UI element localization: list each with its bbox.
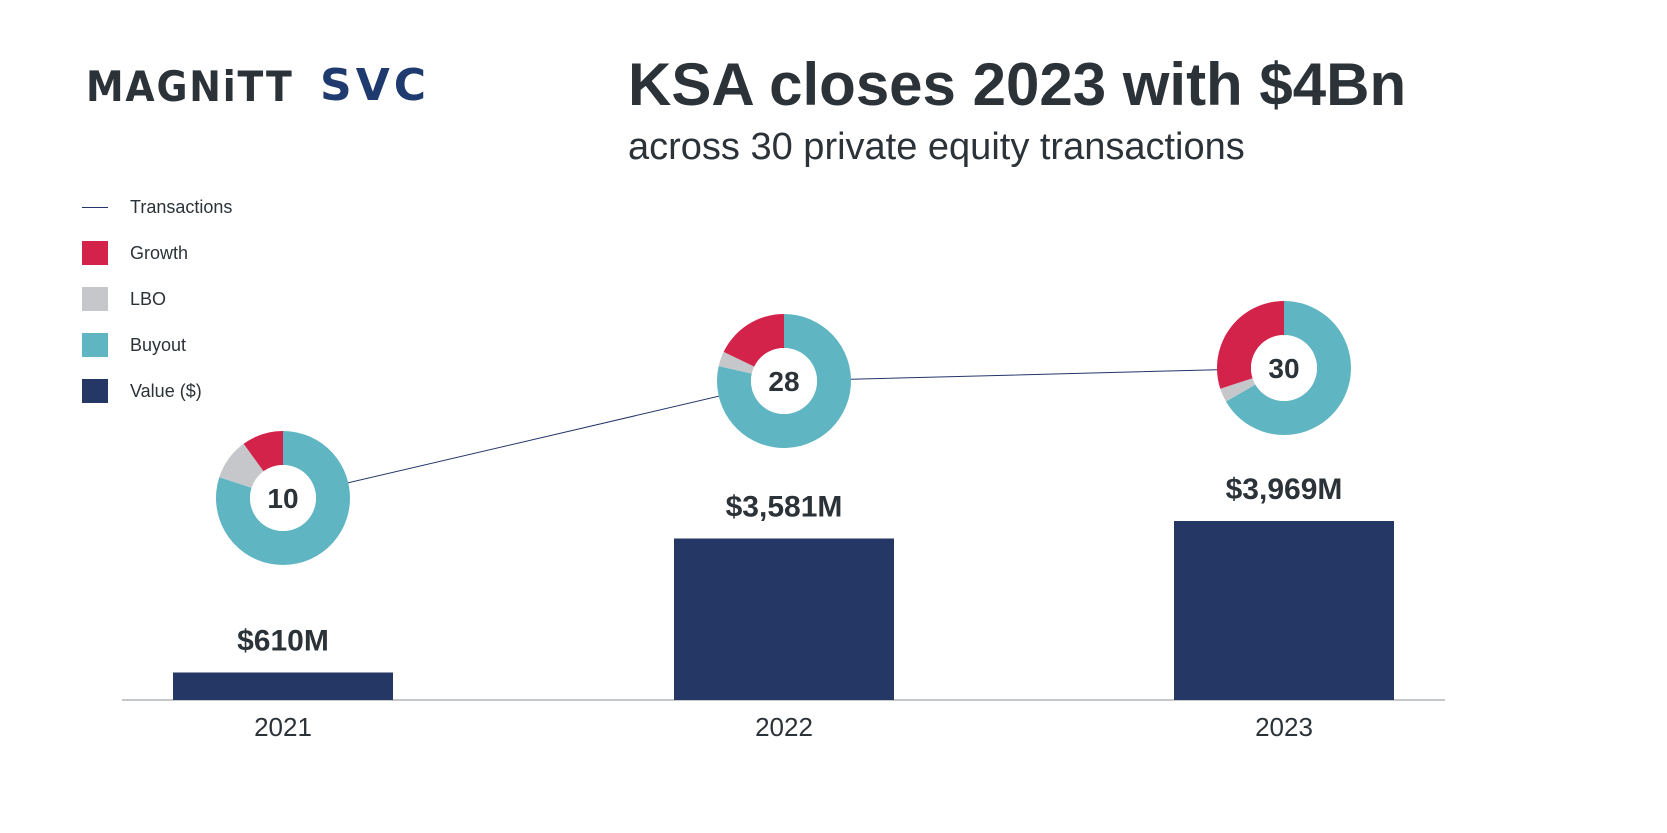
legend-item-value: Value ($) [82, 368, 232, 414]
magnitt-logo: MAGNiTT [86, 62, 294, 111]
transactions-count-label: 30 [1268, 353, 1299, 384]
legend-label: Transactions [130, 196, 233, 217]
bar-2022 [674, 538, 894, 700]
x-tick-label: 2022 [755, 712, 813, 742]
x-tick-label: 2023 [1255, 712, 1313, 742]
legend-item-buyout: Buyout [82, 322, 232, 368]
legend-item-lbo: LBO [82, 276, 232, 322]
donut-slice-buyout [216, 431, 351, 565]
legend-label: Buyout [130, 334, 187, 355]
legend: Transactions Growth LBO Buyout Value ($) [82, 184, 232, 414]
bar-2021 [173, 672, 393, 700]
donut-slice-growth [243, 431, 283, 472]
bar-value-label: $3,581M [726, 490, 843, 523]
legend-label: Growth [130, 242, 189, 263]
bar-2023 [1174, 520, 1394, 700]
legend-swatch [82, 333, 108, 357]
donut-hole [1251, 335, 1317, 401]
svc-logo: SVC [320, 60, 431, 111]
bar-value-label: $610M [237, 624, 329, 657]
donut-slice-buyout [1225, 301, 1352, 435]
donut-slice-lbo [718, 351, 755, 374]
donut-slice-growth [723, 314, 784, 367]
legend-label: Value ($) [130, 380, 202, 401]
donut-slice-lbo [219, 443, 264, 488]
donut-slice-lbo [1220, 378, 1256, 402]
legend-label: LBO [130, 288, 167, 309]
chart-title: KSA closes 2023 with $4Bn [628, 51, 1407, 118]
donut-hole [751, 348, 817, 414]
legend-swatch [82, 379, 108, 403]
donut-hole [250, 465, 316, 531]
donut-slice-buyout [717, 314, 851, 448]
x-tick-label: 2021 [254, 712, 312, 742]
legend-item-growth: Growth [82, 230, 232, 276]
legend-swatch [82, 241, 108, 265]
chart-subtitle: across 30 private equity transactions [628, 126, 1245, 168]
legend-swatch [82, 287, 108, 311]
legend-swatch [82, 206, 108, 208]
bar-value-label: $3,969M [1226, 473, 1343, 506]
donut-slice-growth [1217, 301, 1284, 389]
legend-item-transactions: Transactions [82, 184, 232, 230]
transactions-count-label: 28 [768, 366, 799, 397]
transactions-count-label: 10 [267, 483, 298, 514]
